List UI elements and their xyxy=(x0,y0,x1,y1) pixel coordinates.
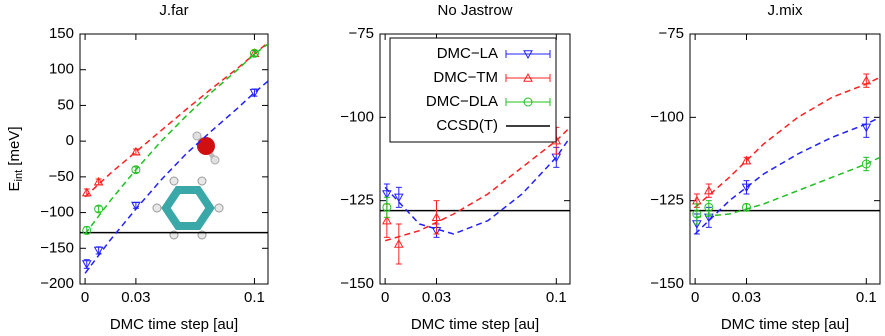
x-tick-label: 0 xyxy=(81,289,89,306)
y-tick-label: −100 xyxy=(40,204,74,221)
fit-curve xyxy=(695,156,880,219)
marker xyxy=(861,123,872,133)
x-tick-label: 0.1 xyxy=(546,289,567,306)
x-tick-label: 0.03 xyxy=(422,289,451,306)
x-tick-label: 0 xyxy=(381,289,389,306)
y-tick-label: −100 xyxy=(650,108,684,125)
legend-marker xyxy=(523,72,533,82)
fit-curve xyxy=(694,116,880,235)
fit-curve xyxy=(384,126,570,242)
fit-curve xyxy=(84,43,268,235)
y-tick-label: −150 xyxy=(340,275,374,292)
molecule-illustration xyxy=(152,131,224,240)
legend-label: DMC−DLA xyxy=(426,93,498,110)
y-tick-label: 100 xyxy=(49,61,74,78)
legend-box xyxy=(389,37,557,143)
y-tick-label: −75 xyxy=(659,25,684,42)
y-tick-label: −150 xyxy=(650,275,684,292)
legend-label: DMC−TM xyxy=(433,69,498,86)
x-tick-label: 0.1 xyxy=(856,289,877,306)
x-tick-label: 0 xyxy=(691,289,699,306)
marker xyxy=(249,88,260,98)
plot-frame xyxy=(689,33,881,285)
fit-curve xyxy=(384,136,570,235)
y-tick-label: −75 xyxy=(349,25,374,42)
y-tick-label: −50 xyxy=(49,168,74,185)
x-axis-label: DMC time step [au] xyxy=(721,316,849,333)
y-tick-label: −125 xyxy=(650,192,684,209)
marker xyxy=(93,246,104,256)
marker xyxy=(82,225,92,235)
panel-title: J.far xyxy=(159,2,188,19)
plot-frame xyxy=(79,33,269,285)
y-axis-label-part: E xyxy=(6,181,23,191)
marker xyxy=(93,176,104,186)
legend-label: CCSD(T) xyxy=(436,117,498,134)
y-tick-label: 50 xyxy=(57,96,74,113)
y-axis-label-part: [meV] xyxy=(6,127,23,170)
x-tick-label: 0.1 xyxy=(244,289,265,306)
marker xyxy=(131,146,141,156)
x-axis-label: DMC time step [au] xyxy=(110,316,238,333)
fit-curve xyxy=(84,41,268,198)
marker xyxy=(131,165,141,175)
marker xyxy=(703,185,714,195)
marker xyxy=(861,159,871,169)
legend-label: DMC−LA xyxy=(437,45,498,62)
y-tick-label: −100 xyxy=(340,108,374,125)
marker xyxy=(704,202,714,212)
marker xyxy=(861,75,872,85)
legend-marker xyxy=(523,97,533,107)
marker xyxy=(94,204,104,214)
panel-title: J.mix xyxy=(768,2,803,19)
marker xyxy=(741,202,751,212)
fit-curve xyxy=(694,76,880,208)
marker xyxy=(431,212,442,222)
marker xyxy=(381,215,392,225)
y-tick-label: 150 xyxy=(49,25,74,42)
y-axis-label: Eint [meV] xyxy=(6,127,25,192)
marker xyxy=(382,202,392,212)
x-tick-label: 0.03 xyxy=(732,289,761,306)
y-tick-label: 0 xyxy=(66,132,74,149)
panel-title: No Jastrow xyxy=(437,2,512,19)
y-tick-label: −150 xyxy=(40,239,74,256)
marker xyxy=(381,190,392,200)
marker xyxy=(393,193,404,203)
fit-curve xyxy=(84,80,268,274)
marker xyxy=(131,201,141,211)
marker xyxy=(741,155,752,165)
legend-marker xyxy=(523,50,533,60)
marker xyxy=(81,260,92,270)
y-axis-label-part: int xyxy=(13,170,25,182)
y-tick-label: −125 xyxy=(340,192,374,209)
marker xyxy=(393,238,404,248)
marker xyxy=(741,183,752,193)
marker xyxy=(81,187,92,197)
plot-frame xyxy=(379,33,571,285)
y-tick-label: −200 xyxy=(40,275,74,292)
marker xyxy=(692,209,702,219)
marker xyxy=(249,48,259,58)
x-axis-label: DMC time step [au] xyxy=(411,316,539,333)
x-tick-label: 0.03 xyxy=(121,289,150,306)
